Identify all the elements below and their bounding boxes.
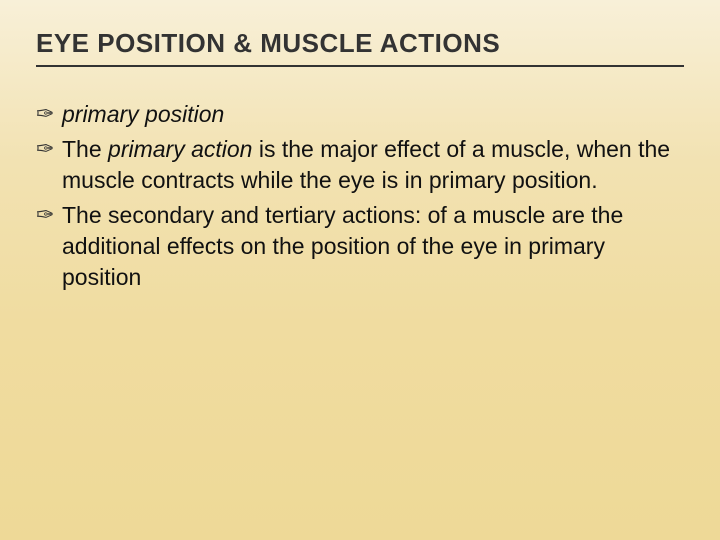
bullet-item: ✑ The secondary and tertiary actions: of… — [36, 200, 684, 293]
text-segment: primary action — [108, 136, 259, 162]
bullet-text: The secondary and tertiary actions: of a… — [62, 200, 684, 293]
bullet-icon: ✑ — [36, 200, 62, 230]
text-segment: The secondary and tertiary actions: of a… — [62, 202, 623, 290]
bullet-text: The primary action is the major effect o… — [62, 134, 684, 196]
bullet-icon: ✑ — [36, 134, 62, 164]
bullet-item: ✑ primary position — [36, 99, 684, 130]
text-segment: primary position — [62, 101, 224, 127]
slide-content: ✑ primary position ✑ The primary action … — [36, 99, 684, 293]
text-segment: The — [62, 136, 108, 162]
slide-title: EYE POSITION & MUSCLE ACTIONS — [36, 28, 684, 67]
bullet-icon: ✑ — [36, 99, 62, 129]
slide: EYE POSITION & MUSCLE ACTIONS ✑ primary … — [0, 0, 720, 540]
bullet-text: primary position — [62, 99, 684, 130]
bullet-item: ✑ The primary action is the major effect… — [36, 134, 684, 196]
